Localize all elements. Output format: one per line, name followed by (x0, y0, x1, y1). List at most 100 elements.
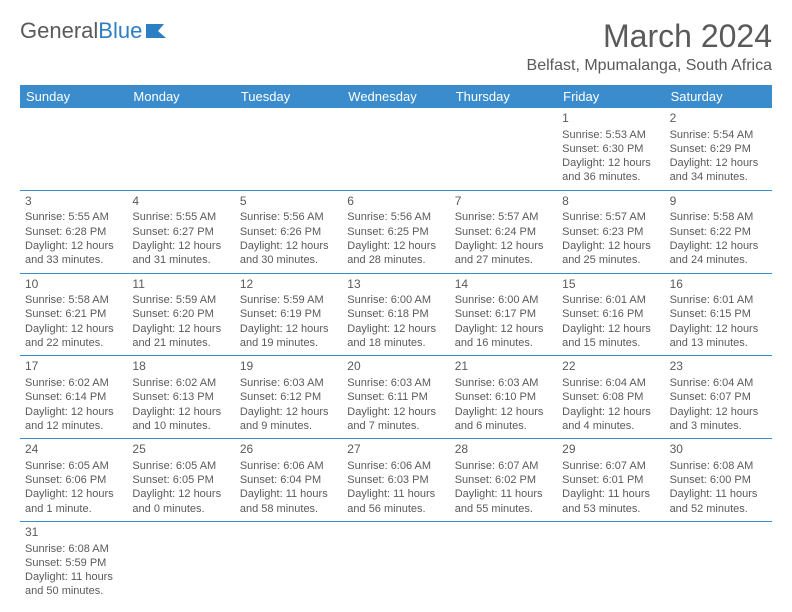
calendar-cell-empty (235, 108, 342, 190)
sunrise-text: Sunrise: 6:08 AM (25, 542, 122, 556)
day-number: 3 (25, 194, 122, 210)
daylight-text-line2: and 27 minutes. (455, 253, 552, 267)
sunrise-text: Sunrise: 5:53 AM (562, 128, 659, 142)
daylight-text-line2: and 24 minutes. (670, 253, 767, 267)
day-number: 11 (132, 277, 229, 293)
sunset-text: Sunset: 6:01 PM (562, 473, 659, 487)
calendar-week: 24Sunrise: 6:05 AMSunset: 6:06 PMDayligh… (20, 439, 772, 522)
calendar-cell-empty (342, 522, 449, 604)
daylight-text-line2: and 55 minutes. (455, 502, 552, 516)
daylight-text-line1: Daylight: 12 hours (347, 322, 444, 336)
sunset-text: Sunset: 6:29 PM (670, 142, 767, 156)
daylight-text-line1: Daylight: 12 hours (240, 322, 337, 336)
daylight-text-line1: Daylight: 12 hours (347, 405, 444, 419)
daylight-text-line1: Daylight: 12 hours (25, 405, 122, 419)
sunset-text: Sunset: 6:08 PM (562, 390, 659, 404)
daylight-text-line2: and 18 minutes. (347, 336, 444, 350)
daylight-text-line2: and 1 minute. (25, 502, 122, 516)
sunrise-text: Sunrise: 6:03 AM (455, 376, 552, 390)
sunrise-text: Sunrise: 6:05 AM (132, 459, 229, 473)
day-number: 17 (25, 359, 122, 375)
day-number: 30 (670, 442, 767, 458)
sunrise-text: Sunrise: 6:04 AM (562, 376, 659, 390)
calendar-cell: 28Sunrise: 6:07 AMSunset: 6:02 PMDayligh… (450, 439, 557, 521)
sunrise-text: Sunrise: 6:08 AM (670, 459, 767, 473)
day-number: 14 (455, 277, 552, 293)
sunrise-text: Sunrise: 6:06 AM (240, 459, 337, 473)
calendar-cell-empty (235, 522, 342, 604)
day-header: Tuesday (235, 85, 342, 108)
daylight-text-line2: and 22 minutes. (25, 336, 122, 350)
day-number: 12 (240, 277, 337, 293)
day-header: Saturday (665, 85, 772, 108)
calendar-cell: 12Sunrise: 5:59 AMSunset: 6:19 PMDayligh… (235, 274, 342, 356)
calendar-cell: 25Sunrise: 6:05 AMSunset: 6:05 PMDayligh… (127, 439, 234, 521)
calendar-cell: 26Sunrise: 6:06 AMSunset: 6:04 PMDayligh… (235, 439, 342, 521)
calendar-cell: 8Sunrise: 5:57 AMSunset: 6:23 PMDaylight… (557, 191, 664, 273)
calendar-cell: 1Sunrise: 5:53 AMSunset: 6:30 PMDaylight… (557, 108, 664, 190)
daylight-text-line1: Daylight: 12 hours (670, 322, 767, 336)
sunrise-text: Sunrise: 6:07 AM (562, 459, 659, 473)
daylight-text-line1: Daylight: 11 hours (562, 487, 659, 501)
daylight-text-line1: Daylight: 12 hours (25, 239, 122, 253)
daylight-text-line2: and 34 minutes. (670, 170, 767, 184)
daylight-text-line1: Daylight: 12 hours (25, 487, 122, 501)
sunrise-text: Sunrise: 6:07 AM (455, 459, 552, 473)
calendar-cell: 2Sunrise: 5:54 AMSunset: 6:29 PMDaylight… (665, 108, 772, 190)
calendar-week: 31Sunrise: 6:08 AMSunset: 5:59 PMDayligh… (20, 522, 772, 604)
daylight-text-line2: and 25 minutes. (562, 253, 659, 267)
daylight-text-line2: and 53 minutes. (562, 502, 659, 516)
sunset-text: Sunset: 6:05 PM (132, 473, 229, 487)
sunrise-text: Sunrise: 5:56 AM (347, 210, 444, 224)
calendar-cell: 23Sunrise: 6:04 AMSunset: 6:07 PMDayligh… (665, 356, 772, 438)
sunset-text: Sunset: 6:10 PM (455, 390, 552, 404)
calendar-cell-empty (342, 108, 449, 190)
sunset-text: Sunset: 6:15 PM (670, 307, 767, 321)
sunset-text: Sunset: 6:20 PM (132, 307, 229, 321)
sunset-text: Sunset: 6:21 PM (25, 307, 122, 321)
sunset-text: Sunset: 6:22 PM (670, 225, 767, 239)
daylight-text-line1: Daylight: 12 hours (670, 239, 767, 253)
calendar-cell: 19Sunrise: 6:03 AMSunset: 6:12 PMDayligh… (235, 356, 342, 438)
day-number: 28 (455, 442, 552, 458)
calendar-cell: 20Sunrise: 6:03 AMSunset: 6:11 PMDayligh… (342, 356, 449, 438)
calendar-week: 10Sunrise: 5:58 AMSunset: 6:21 PMDayligh… (20, 274, 772, 357)
day-number: 15 (562, 277, 659, 293)
page-subtitle: Belfast, Mpumalanga, South Africa (527, 57, 772, 75)
daylight-text-line1: Daylight: 12 hours (562, 239, 659, 253)
calendar-cell: 31Sunrise: 6:08 AMSunset: 5:59 PMDayligh… (20, 522, 127, 604)
sunset-text: Sunset: 6:11 PM (347, 390, 444, 404)
daylight-text-line1: Daylight: 12 hours (455, 239, 552, 253)
calendar-week: 17Sunrise: 6:02 AMSunset: 6:14 PMDayligh… (20, 356, 772, 439)
daylight-text-line1: Daylight: 12 hours (455, 405, 552, 419)
day-number: 26 (240, 442, 337, 458)
daylight-text-line1: Daylight: 12 hours (670, 405, 767, 419)
sunrise-text: Sunrise: 5:57 AM (455, 210, 552, 224)
day-number: 6 (347, 194, 444, 210)
logo-text-b: Blue (98, 18, 142, 44)
daylight-text-line1: Daylight: 11 hours (347, 487, 444, 501)
daylight-text-line1: Daylight: 12 hours (347, 239, 444, 253)
daylight-text-line1: Daylight: 11 hours (25, 570, 122, 584)
sunset-text: Sunset: 6:25 PM (347, 225, 444, 239)
calendar-weeks: 1Sunrise: 5:53 AMSunset: 6:30 PMDaylight… (20, 108, 772, 604)
sunset-text: Sunset: 6:30 PM (562, 142, 659, 156)
calendar-cell: 22Sunrise: 6:04 AMSunset: 6:08 PMDayligh… (557, 356, 664, 438)
calendar: SundayMondayTuesdayWednesdayThursdayFrid… (20, 85, 772, 604)
calendar-cell: 21Sunrise: 6:03 AMSunset: 6:10 PMDayligh… (450, 356, 557, 438)
daylight-text-line2: and 13 minutes. (670, 336, 767, 350)
daylight-text-line2: and 28 minutes. (347, 253, 444, 267)
daylight-text-line2: and 3 minutes. (670, 419, 767, 433)
page-title: March 2024 (527, 18, 772, 55)
calendar-cell: 30Sunrise: 6:08 AMSunset: 6:00 PMDayligh… (665, 439, 772, 521)
sunrise-text: Sunrise: 5:58 AM (25, 293, 122, 307)
day-number: 13 (347, 277, 444, 293)
day-number: 23 (670, 359, 767, 375)
calendar-cell: 4Sunrise: 5:55 AMSunset: 6:27 PMDaylight… (127, 191, 234, 273)
sunset-text: Sunset: 6:14 PM (25, 390, 122, 404)
sunrise-text: Sunrise: 5:54 AM (670, 128, 767, 142)
daylight-text-line2: and 9 minutes. (240, 419, 337, 433)
daylight-text-line2: and 15 minutes. (562, 336, 659, 350)
sunrise-text: Sunrise: 5:57 AM (562, 210, 659, 224)
calendar-cell: 14Sunrise: 6:00 AMSunset: 6:17 PMDayligh… (450, 274, 557, 356)
